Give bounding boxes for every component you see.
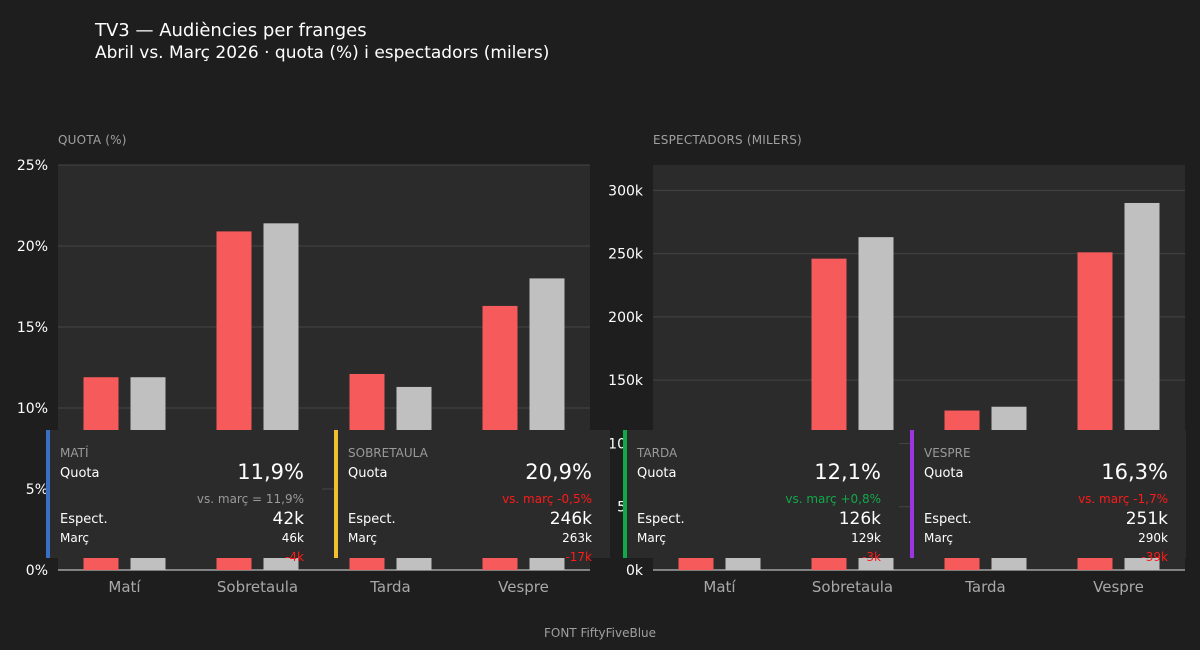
quota-x-tick-label: Sobretaula	[217, 578, 298, 596]
card-quota-value: 11,9%	[237, 460, 304, 484]
quota-x-tick-label: Matí	[108, 578, 141, 596]
card-name: SOBRETAULA	[348, 446, 428, 460]
card-espect-label: Espect.	[60, 512, 108, 527]
espectadors-panel-label: ESPECTADORS (MILERS)	[653, 133, 802, 147]
espect-y-tick-label: 300k	[608, 183, 644, 199]
chart-subtitle: Abril vs. Març 2026 · quota (%) i espect…	[95, 43, 550, 63]
espect-y-tick-label: 0k	[626, 563, 644, 579]
card-quota-delta: vs. març -1,7%	[1078, 492, 1168, 506]
card-sobretaula: SOBRETAULA Quota 20,9% vs. març -0,5% Es…	[334, 430, 610, 564]
card-quota-value: 12,1%	[814, 460, 881, 484]
card-marc-value: 46k	[281, 531, 304, 545]
card-marc-value: 290k	[1138, 531, 1168, 545]
espect-x-tick-label: Vespre	[1093, 578, 1144, 596]
card-espect-value: 42k	[272, 509, 304, 529]
card-name: VESPRE	[924, 446, 971, 460]
quota-panel-label: QUOTA (%)	[58, 133, 127, 147]
card-tarda: TARDA Quota 12,1% vs. març +0,8% Espect.…	[623, 430, 899, 564]
card-espect-delta: -39k	[1141, 550, 1168, 564]
card-marc-label: Març	[924, 531, 953, 545]
card-stripe	[334, 430, 338, 558]
card-quota-delta: vs. març +0,8%	[785, 492, 881, 506]
card-espect-value: 126k	[838, 509, 881, 529]
espect-x-tick-label: Matí	[703, 578, 736, 596]
card-espect-value: 246k	[549, 509, 592, 529]
card-espect-delta: -3k	[862, 550, 881, 564]
quota-y-tick-label: 20%	[17, 239, 48, 255]
card-marc-label: Març	[637, 531, 666, 545]
chart-header: TV3 — Audiències per franges Abril vs. M…	[95, 20, 549, 64]
card-quota-label: Quota	[924, 466, 964, 481]
card-stripe	[623, 430, 627, 558]
espect-y-tick-label: 200k	[608, 310, 644, 326]
card-quota-label: Quota	[348, 466, 388, 481]
espect-y-tick-label: 250k	[608, 247, 644, 263]
card-quota-value: 20,9%	[525, 460, 592, 484]
source-footer: FONT FiftyFiveBlue	[543, 626, 657, 640]
quota-y-tick-label: 10%	[17, 401, 48, 417]
card-name: TARDA	[637, 446, 678, 460]
card-espect-delta: -4k	[285, 550, 304, 564]
card-marc-label: Març	[60, 531, 89, 545]
card-quota-delta: vs. març = 11,9%	[196, 492, 304, 506]
quota-y-tick-label: 15%	[17, 320, 48, 336]
card-name: MATÍ	[60, 446, 89, 460]
card-quota-delta: vs. març -0,5%	[502, 492, 592, 506]
espect-x-tick-label: Tarda	[964, 578, 1006, 596]
card-quota-label: Quota	[637, 466, 677, 481]
card-mati: MATÍ Quota 11,9% vs. març = 11,9% Espect…	[46, 430, 322, 564]
card-quota-label: Quota	[60, 466, 100, 481]
espect-x-tick-label: Sobretaula	[812, 578, 893, 596]
card-espect-label: Espect.	[637, 512, 685, 527]
card-marc-label: Març	[348, 531, 377, 545]
card-espect-value: 251k	[1125, 509, 1168, 529]
card-marc-value: 263k	[562, 531, 592, 545]
card-stripe	[910, 430, 914, 558]
card-marc-value: 129k	[851, 531, 881, 545]
card-espect-delta: -17k	[565, 550, 592, 564]
card-espect-label: Espect.	[924, 512, 972, 527]
quota-y-tick-label: 0%	[26, 563, 48, 579]
card-espect-label: Espect.	[348, 512, 396, 527]
card-vespre: VESPRE Quota 16,3% vs. març -1,7% Espect…	[910, 430, 1186, 564]
card-quota-value: 16,3%	[1101, 460, 1168, 484]
quota-x-tick-label: Tarda	[369, 578, 411, 596]
quota-y-tick-label: 5%	[26, 482, 48, 498]
espect-y-tick-label: 150k	[608, 373, 644, 389]
quota-y-tick-label: 25%	[17, 158, 48, 174]
quota-x-tick-label: Vespre	[498, 578, 549, 596]
card-stripe	[46, 430, 50, 558]
chart-title: TV3 — Audiències per franges	[95, 20, 367, 41]
